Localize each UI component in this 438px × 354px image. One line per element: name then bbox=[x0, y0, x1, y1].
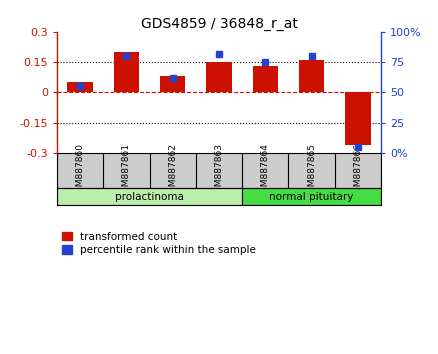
Bar bbox=[242, 188, 381, 205]
Bar bbox=[160, 76, 185, 92]
Text: normal pituitary: normal pituitary bbox=[269, 192, 354, 201]
Text: GSM887862: GSM887862 bbox=[168, 143, 177, 198]
Title: GDS4859 / 36848_r_at: GDS4859 / 36848_r_at bbox=[141, 17, 297, 31]
Text: GSM887861: GSM887861 bbox=[122, 143, 131, 198]
Bar bbox=[299, 60, 324, 92]
Bar bbox=[253, 66, 278, 92]
Text: GSM887863: GSM887863 bbox=[215, 143, 223, 198]
Bar bbox=[345, 92, 371, 145]
Text: GSM887865: GSM887865 bbox=[307, 143, 316, 198]
Text: GSM887860: GSM887860 bbox=[76, 143, 85, 198]
Bar bbox=[206, 62, 232, 92]
Bar bbox=[57, 188, 242, 205]
Text: GSM887864: GSM887864 bbox=[261, 143, 270, 198]
Bar bbox=[114, 52, 139, 92]
Bar bbox=[67, 82, 93, 92]
Text: prolactinoma: prolactinoma bbox=[115, 192, 184, 201]
Legend: transformed count, percentile rank within the sample: transformed count, percentile rank withi… bbox=[62, 232, 256, 255]
Text: GSM887866: GSM887866 bbox=[353, 143, 362, 198]
